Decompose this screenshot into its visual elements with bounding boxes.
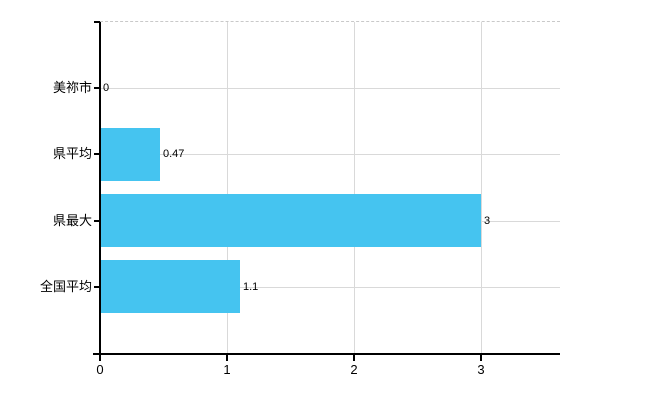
bar [100,194,481,247]
category-tick-label: 美祢市 [52,80,92,95]
value-label: 1.1 [243,281,259,293]
x-tick-label: 1 [223,362,231,377]
gridline-vertical [354,22,355,353]
x-tick-label: 3 [477,362,485,377]
x-tick [353,355,355,361]
y-axis [99,22,101,353]
x-tick [480,355,482,361]
value-label: 3 [484,215,491,227]
y-tick [94,87,100,89]
gridline-vertical [227,22,228,353]
gridline-horizontal [100,154,560,155]
x-tick-label: 2 [350,362,358,377]
y-tick [94,286,100,288]
y-tick [94,220,100,222]
top-boundary-line [100,21,560,22]
category-tick-label: 全国平均 [39,279,92,294]
gridline-horizontal [100,88,560,89]
y-tick [94,21,100,23]
gridline-horizontal [100,287,560,288]
category-tick-label: 県最大 [52,213,92,228]
x-tick-label: 0 [96,362,104,377]
bar [100,128,160,181]
x-axis [93,353,560,355]
bar [100,260,240,313]
value-label: 0.47 [163,148,185,160]
y-tick [94,153,100,155]
category-tick-label: 県平均 [52,146,92,161]
x-tick [226,355,228,361]
value-label: 0 [103,82,110,94]
gridline-vertical [481,22,482,353]
x-tick [99,355,101,361]
